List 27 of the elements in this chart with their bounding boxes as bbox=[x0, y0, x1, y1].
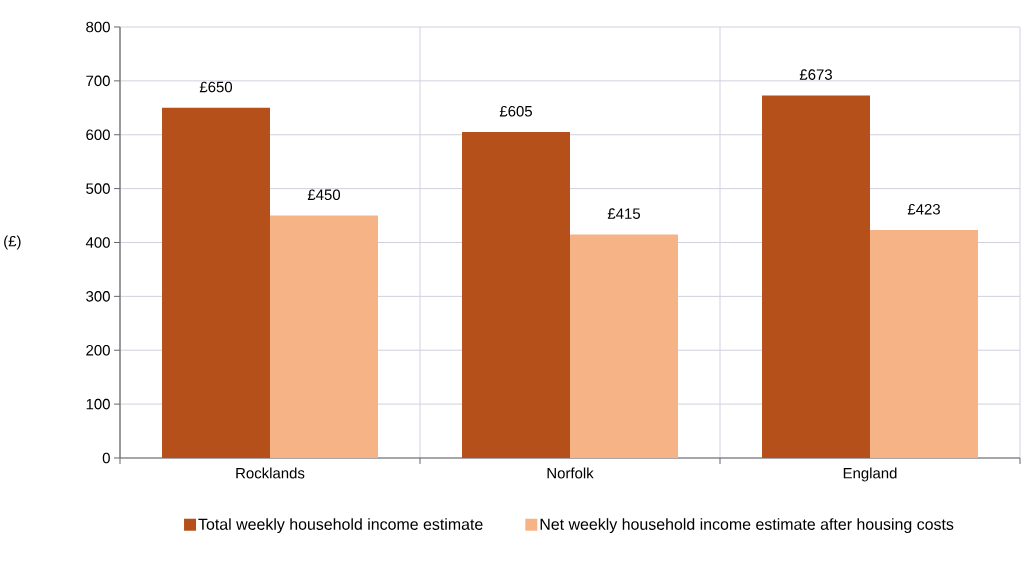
bar bbox=[270, 215, 379, 458]
y-tick-label: 700 bbox=[86, 75, 110, 87]
x-tick-label: England bbox=[843, 467, 897, 482]
data-label: £423 bbox=[907, 204, 940, 215]
y-tick-label: 200 bbox=[86, 344, 110, 356]
y-tick-label: 100 bbox=[86, 398, 110, 410]
y-tick-label: 300 bbox=[86, 291, 110, 302]
bar bbox=[462, 132, 571, 458]
data-label: £650 bbox=[199, 81, 233, 93]
bar bbox=[870, 230, 979, 458]
y-tick-label: 500 bbox=[86, 183, 110, 194]
y-tick-label: 0 bbox=[102, 452, 110, 464]
y-tick-label: 600 bbox=[86, 129, 110, 141]
x-tick-label: Rocklands bbox=[236, 467, 305, 479]
bar bbox=[570, 234, 679, 458]
legend-label: Net weekly household income estimate after housing costs bbox=[540, 518, 954, 534]
y-tick-label: 800 bbox=[86, 21, 110, 33]
data-label: £673 bbox=[799, 69, 832, 80]
bar bbox=[762, 95, 871, 458]
x-tick-label: Norfolk bbox=[547, 467, 594, 479]
data-label: £415 bbox=[607, 208, 640, 219]
data-label: £605 bbox=[499, 105, 532, 117]
y-axis-title: (£) bbox=[4, 235, 21, 250]
y-tick-label: 400 bbox=[85, 237, 110, 248]
data-label: £450 bbox=[307, 189, 341, 201]
legend-label: Total weekly household income estimate bbox=[198, 518, 483, 534]
bar bbox=[162, 107, 271, 458]
